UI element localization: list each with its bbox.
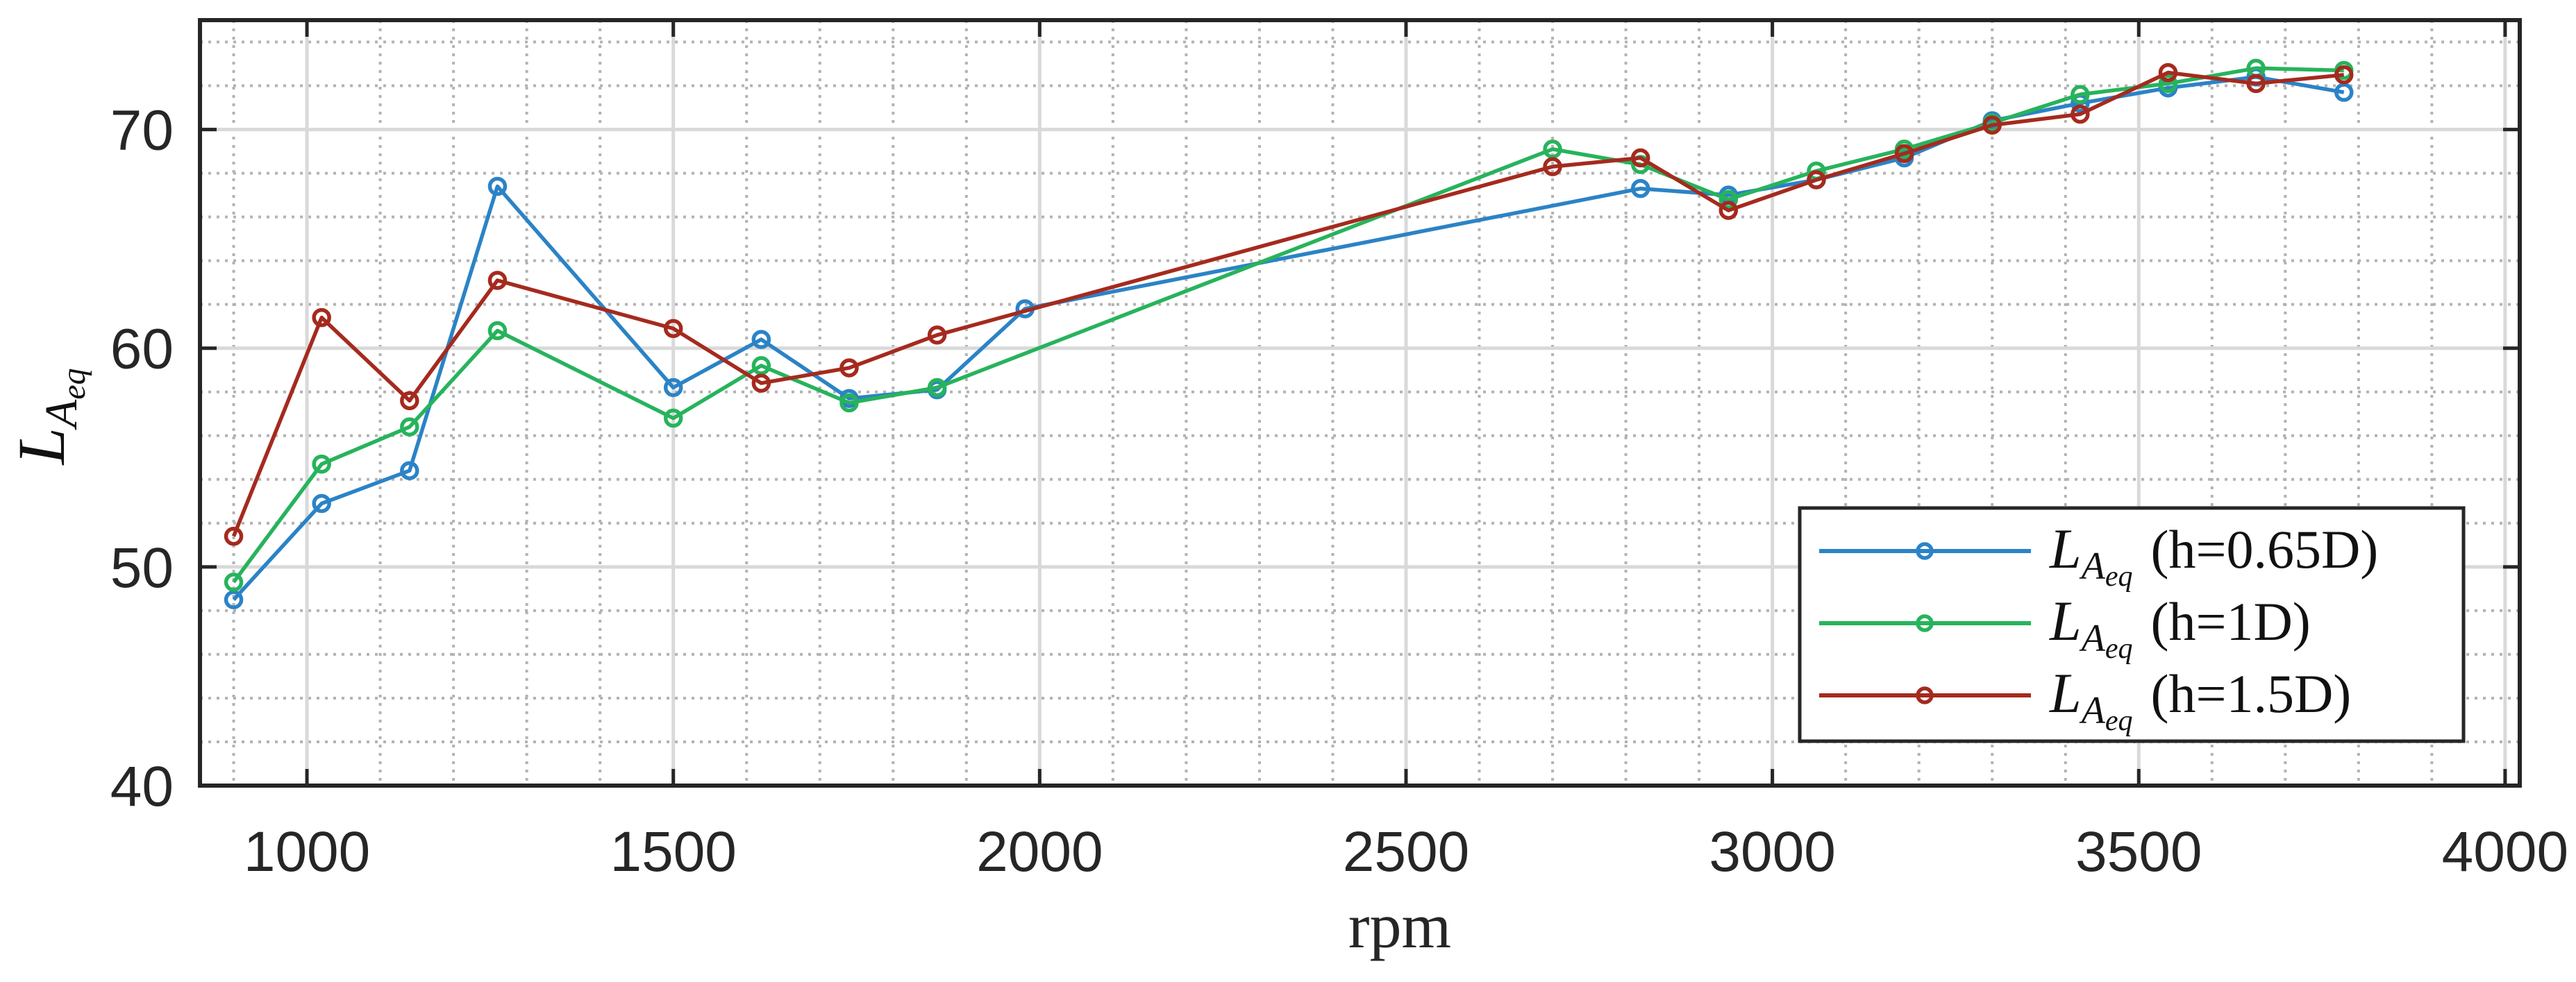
data-point-marker	[487, 321, 508, 341]
data-point-marker	[1894, 144, 1914, 163]
legend-item-1[interactable]: LAeq (h=1D)	[1819, 589, 2311, 665]
series-layer	[224, 58, 2354, 609]
legend-label: LAeq (h=1.5D)	[2049, 661, 2351, 737]
data-point-marker	[751, 356, 771, 375]
data-point-marker	[487, 271, 508, 290]
data-point-marker	[400, 417, 419, 437]
x-tick-label: 4000	[2442, 820, 2568, 883]
series-line	[231, 70, 2344, 537]
series-line	[232, 66, 2344, 584]
data-point-marker	[1718, 201, 1739, 220]
x-tick-labels: 1000 1500 2000 2500 3000 3500 4000	[244, 820, 2568, 883]
data-point-marker	[839, 358, 859, 378]
series-line	[232, 75, 2345, 601]
plot-frame	[198, 18, 2522, 788]
data-point-marker	[1543, 157, 1562, 176]
x-tick-label: 2000	[976, 820, 1103, 883]
x-tick-label: 1500	[610, 820, 736, 883]
legend: LAeq (h=0.65D)LAeq (h=1D)LAeq (h=1.5D)	[1798, 506, 2466, 743]
x-tick-label: 1000	[244, 820, 370, 883]
data-point-marker	[2246, 74, 2266, 94]
data-point-marker	[2334, 83, 2354, 102]
legend-marker-icon	[1916, 614, 1934, 632]
x-axis-label: rpm	[1348, 890, 1451, 961]
data-point-marker	[224, 590, 244, 609]
data-point-marker	[663, 408, 683, 428]
data-point-marker	[224, 573, 244, 592]
y-label-main: L	[4, 427, 78, 466]
data-point-marker	[663, 319, 683, 339]
svg-text:LAeq: LAeq	[4, 368, 92, 466]
data-point-marker	[2071, 104, 2090, 124]
y-axis-label: LAeq	[4, 368, 92, 466]
data-point-marker	[927, 325, 947, 345]
x-tick-label: 3000	[1709, 820, 1835, 883]
legend-label: LAeq (h=1D)	[2049, 589, 2311, 665]
y-tick-label: 70	[110, 99, 174, 162]
legend-marker-icon	[1916, 686, 1934, 704]
data-point-marker	[1807, 170, 1826, 189]
y-label-subsub: eq	[56, 368, 92, 399]
data-point-marker	[312, 307, 331, 328]
legend-item-2[interactable]: LAeq (h=1.5D)	[1819, 661, 2351, 737]
data-point-marker	[400, 461, 419, 480]
data-point-marker	[400, 391, 419, 411]
x-tick-label: 2500	[1343, 820, 1469, 883]
data-point-marker	[2334, 65, 2354, 85]
data-point-marker	[927, 378, 947, 398]
y-tick-label: 40	[110, 755, 174, 818]
data-point-marker	[2071, 85, 2090, 104]
data-point-marker	[1630, 148, 1650, 168]
data-point-marker	[1543, 139, 1562, 159]
data-point-marker	[2158, 74, 2178, 94]
series-2	[224, 62, 2354, 546]
legend-label: LAeq (h=0.65D)	[2049, 517, 2378, 593]
data-point-marker	[224, 526, 244, 546]
legend-item-0[interactable]: LAeq (h=0.65D)	[1819, 517, 2378, 593]
x-tick-label: 3500	[2075, 820, 2202, 883]
y-tick-label: 60	[110, 318, 174, 381]
data-point-marker	[751, 330, 771, 349]
data-point-marker	[751, 373, 771, 393]
data-point-marker	[1718, 189, 1739, 210]
data-point-marker	[312, 454, 331, 474]
data-point-marker	[2158, 62, 2178, 83]
data-point-marker	[1982, 115, 2002, 135]
data-point-marker	[1630, 178, 1650, 198]
data-point-marker	[487, 176, 508, 196]
axes-frame	[198, 18, 2522, 788]
y-tick-labels: 40 50 60 70	[110, 99, 174, 818]
y-tick-label: 50	[110, 536, 174, 600]
data-point-marker	[663, 378, 683, 398]
legend-marker-icon	[1916, 542, 1934, 560]
data-point-marker	[839, 393, 859, 413]
data-point-marker	[312, 493, 331, 514]
y-label-sub: A	[36, 399, 87, 430]
